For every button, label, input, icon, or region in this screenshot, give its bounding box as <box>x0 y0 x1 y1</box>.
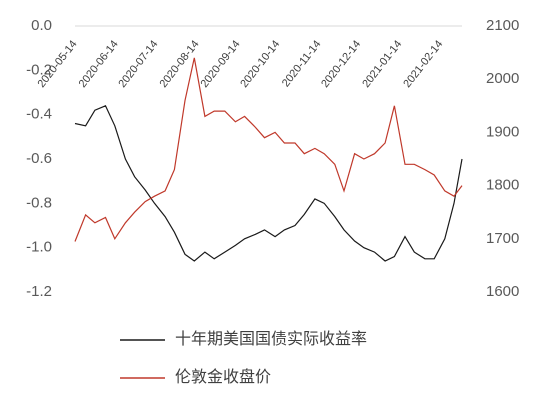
x-tick-label: 2020-09-14 <box>199 38 243 90</box>
y-tick-label: -1.2 <box>26 283 52 300</box>
x-tick-label: 2020-10-14 <box>238 38 282 90</box>
y-tick-label: -0.8 <box>26 194 52 211</box>
y-tick-label: 0.0 <box>31 17 52 34</box>
series-line <box>74 105 463 262</box>
y2-tick-label: 1900 <box>486 123 519 140</box>
y-tick-label: -0.6 <box>26 150 52 167</box>
legend-label: 伦敦金收盘价 <box>175 367 271 386</box>
y2-tick-label: 1600 <box>486 283 519 300</box>
x-tick-label: 2020-07-14 <box>116 38 160 90</box>
x-tick-label: 2021-01-14 <box>360 38 404 90</box>
x-tick-label: 2020-06-14 <box>77 38 121 90</box>
y-tick-label: -1.0 <box>26 239 52 256</box>
y2-tick-label: 1800 <box>486 177 519 194</box>
x-tick-label: 2020-12-14 <box>319 38 363 90</box>
y2-tick-label: 1700 <box>486 230 519 247</box>
x-tick-label: 2021-02-14 <box>401 38 445 90</box>
y-tick-label: -0.4 <box>26 106 52 123</box>
y-tick-label: -0.2 <box>26 61 52 78</box>
y2-tick-label: 2000 <box>486 70 519 87</box>
y2-tick-label: 2100 <box>486 17 519 34</box>
legend-label: 十年期美国国债实际收益率 <box>175 330 367 348</box>
x-tick-label: 2020-11-14 <box>280 38 324 89</box>
series-line <box>74 57 463 242</box>
